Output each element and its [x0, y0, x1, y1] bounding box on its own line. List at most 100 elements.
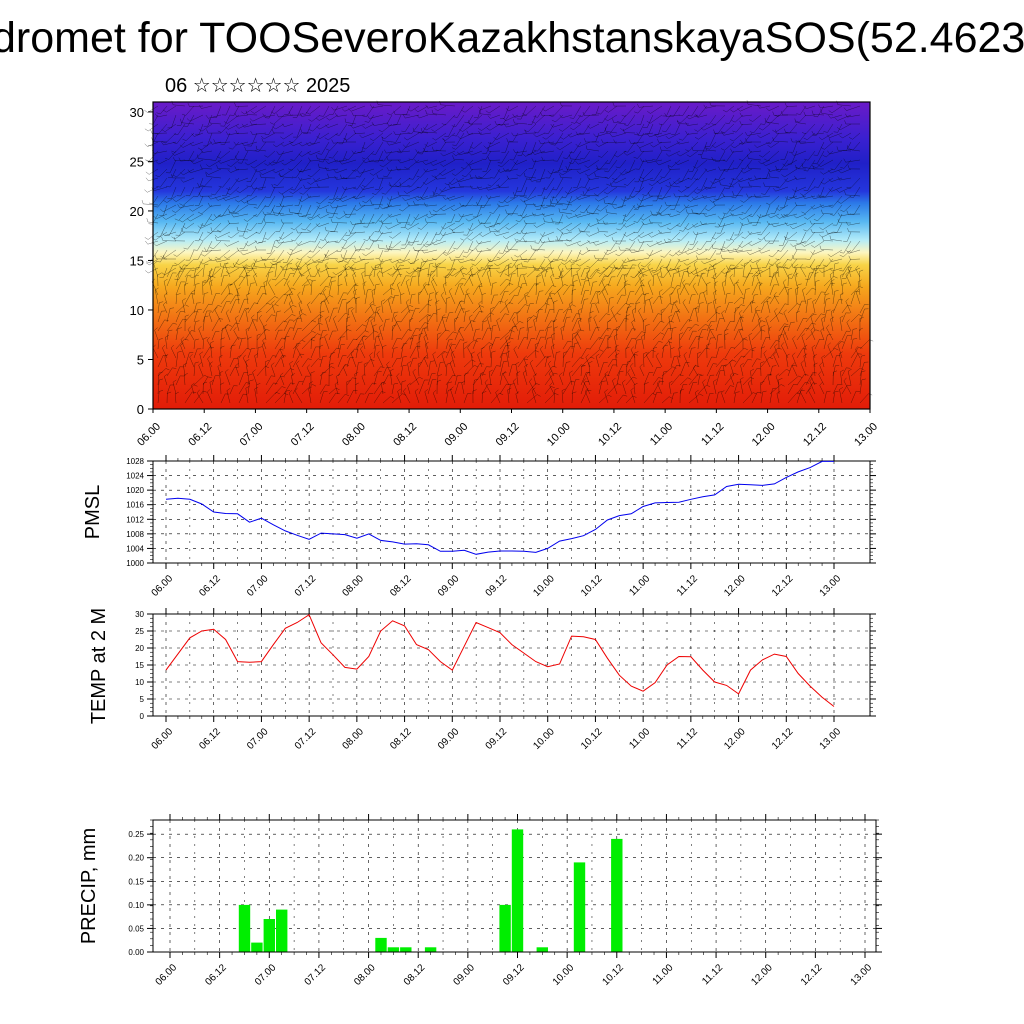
temp-ytick-label: 0	[140, 712, 145, 721]
cross-section-xtick-label: 10.00	[545, 421, 573, 449]
cross-section-xtick-label: 08.00	[340, 421, 368, 449]
pmsl-xtick-label: 11.00	[627, 573, 652, 598]
precip-bar	[573, 862, 586, 952]
precip-bar	[424, 947, 437, 952]
precip-ytick-label: 0.05	[128, 924, 144, 933]
temp-xtick-label: 10.00	[531, 726, 557, 752]
pmsl-ytick-label: 1004	[126, 544, 144, 553]
cross-section-xtick-label: 12.00	[750, 421, 778, 449]
precip-ylabel: PRECIP, mm	[78, 828, 100, 944]
pmsl-ytick-label: 1000	[126, 559, 144, 568]
precip-ytick-label: 0.25	[128, 830, 144, 839]
precip-bar	[263, 919, 275, 952]
precip-xtick-label: 09.12	[501, 962, 527, 988]
pmsl-xtick-label: 10.12	[579, 573, 605, 599]
temp-ytick-label: 10	[135, 678, 144, 687]
precip-xtick-label: 06.00	[154, 962, 180, 988]
temp-xtick-label: 07.00	[245, 726, 271, 752]
temp-ytick-label: 25	[135, 627, 144, 636]
cross-section-xtick-label: 07.12	[289, 421, 317, 449]
cross-section-xtick-label: 09.00	[442, 421, 470, 449]
temp-ytick-label: 30	[135, 610, 144, 619]
pmsl-ytick-label: 1024	[126, 472, 144, 481]
temp-xtick-label: 08.00	[341, 726, 367, 752]
precip-xtick-label: 12.12	[799, 962, 825, 988]
precip-bar	[375, 937, 387, 952]
temp-ytick-label: 5	[140, 695, 145, 704]
precip-ytick-label: 0.15	[128, 877, 144, 886]
pmsl-xtick-label: 06.00	[150, 573, 176, 599]
precip-xtick-label: 08.12	[402, 962, 428, 988]
cross-section-xtick-label: 06.00	[135, 421, 163, 449]
precip-xtick-label: 07.12	[303, 962, 329, 988]
pmsl-panel: 1000 1004 1008 1012 1016 1020 1024 1028 06.00 06.…	[82, 455, 876, 599]
temp-ytick-label: 20	[135, 644, 144, 653]
precip-bar	[499, 904, 511, 952]
precip-ytick-label: 0.10	[128, 901, 144, 910]
precip-bar	[276, 909, 288, 952]
pmsl-ylabel: PMSL	[82, 485, 104, 539]
temp-xtick-label: 10.12	[579, 726, 605, 752]
precip-panel: 0.00 0.05 0.10 0.15 0.20 0.25 06.00 06.12 07.00 0…	[78, 814, 882, 988]
cross-section-xtick-label: 11.00	[648, 421, 675, 448]
pmsl-ytick-label: 1016	[126, 501, 144, 510]
temp-xtick-label: 06.00	[150, 726, 176, 752]
cross-section-field	[153, 102, 870, 409]
precip-xtick-label: 08.00	[352, 962, 378, 988]
precip-bars	[238, 829, 623, 952]
temp-xtick-label: 13.00	[818, 726, 844, 752]
pmsl-xtick-label: 11.12	[675, 573, 700, 598]
wind-barbs	[141, 100, 874, 404]
temp-xtick-label: 08.12	[388, 726, 414, 752]
temp-panel: 0 5 10 15 20 25 30 06.00 06.12 07.00 07.12 08.00 08.…	[88, 608, 876, 752]
precip-bar	[387, 947, 400, 952]
precip-bar	[536, 947, 548, 952]
cross-section-xtick-label: 08.12	[391, 421, 419, 449]
cross-section-ytick-label: 0	[137, 402, 144, 417]
precip-xtick-label: 11.12	[700, 962, 725, 987]
cross-section-ytick-label: 5	[137, 352, 144, 367]
cross-section-ytick-label: 20	[130, 204, 144, 219]
temp-ytick-label: 15	[135, 661, 144, 670]
cross-section-xtick-label: 12.12	[801, 421, 829, 449]
cross-section-y-axis: 0 5 10 15 20 25 30	[130, 105, 153, 417]
precip-ytick-label: 0.20	[128, 854, 144, 863]
pmsl-xtick-label: 12.12	[770, 573, 796, 599]
wind-barb-lines	[141, 100, 874, 404]
precip-bar	[238, 904, 251, 952]
temp-xtick-label: 12.00	[722, 726, 748, 752]
temp-xtick-label: 12.12	[770, 726, 796, 752]
pmsl-ytick-label: 1008	[126, 530, 144, 539]
pmsl-xtick-label: 10.00	[531, 573, 557, 599]
precip-xtick-label: 06.12	[203, 962, 229, 988]
precip-xtick-label: 12.00	[749, 962, 775, 988]
precip-xtick-label: 13.00	[849, 962, 875, 988]
precip-bar	[400, 947, 412, 952]
cross-section-xtick-label: 11.12	[699, 421, 726, 448]
temp-xtick-label: 09.00	[436, 726, 462, 752]
cross-section-xtick-label: 10.12	[596, 421, 624, 449]
pmsl-xtick-label: 06.12	[197, 573, 223, 599]
temp-xtick-label: 06.12	[197, 726, 223, 752]
precip-xtick-label: 11.00	[651, 962, 676, 987]
precip-bar	[511, 829, 524, 952]
cross-section-x-axis: 06.00 06.12 07.00 07.12 08.00 08.12 09.00 09.12…	[135, 409, 880, 449]
pmsl-frame	[152, 460, 871, 564]
pmsl-xtick-label: 09.00	[436, 573, 462, 599]
figure-subtitle: 06 ☆☆☆☆☆☆ 2025	[165, 75, 350, 97]
precip-xtick-label: 10.00	[551, 962, 577, 988]
temp-series-line	[165, 613, 835, 707]
temp-xtick-label: 11.12	[675, 726, 700, 751]
temp-xtick-label: 09.12	[484, 726, 510, 752]
precip-xtick-label: 09.00	[452, 962, 478, 988]
cross-section-panel: 0 5 10 15 20 25 30 06.00 06.12 07.00 07.12 08.00 08…	[130, 100, 880, 449]
pmsl-xtick-label: 12.00	[722, 573, 748, 599]
pmsl-xtick-label: 09.12	[484, 573, 510, 599]
precip-bar	[611, 838, 623, 952]
cross-section-xtick-label: 07.00	[238, 421, 266, 449]
pmsl-xtick-label: 08.00	[341, 573, 367, 599]
cross-section-ytick-label: 15	[130, 253, 144, 268]
pmsl-ytick-label: 1012	[126, 515, 144, 524]
pmsl-xtick-label: 07.00	[245, 573, 271, 599]
